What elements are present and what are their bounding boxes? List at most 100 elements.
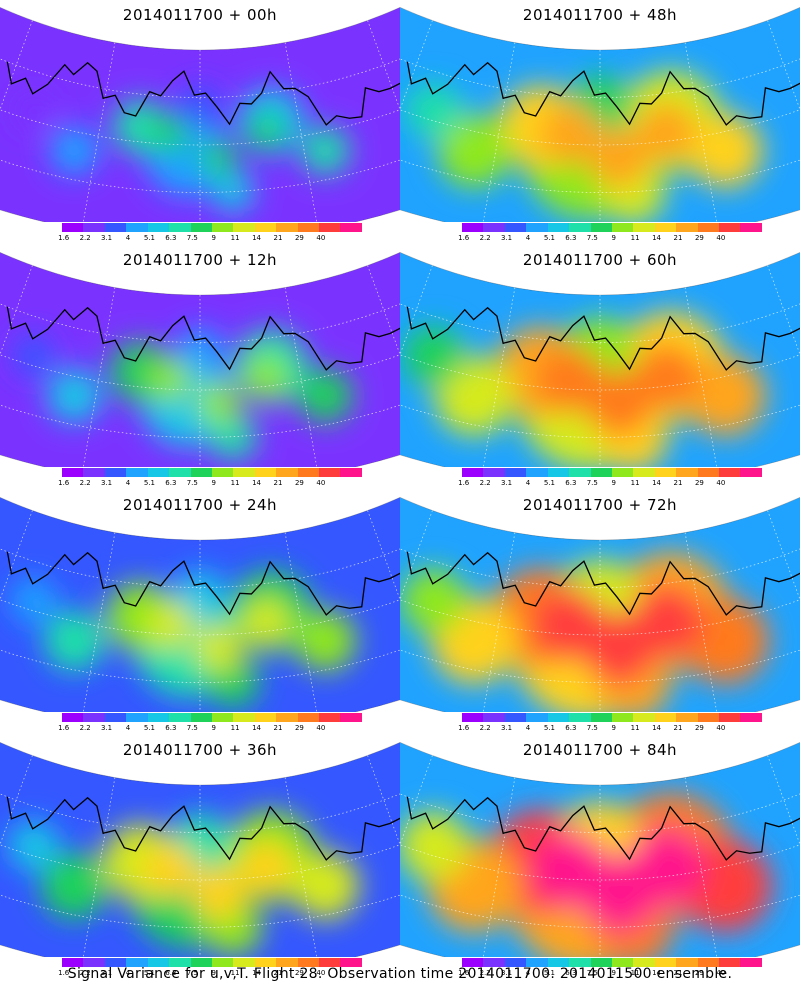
variance-blob bbox=[298, 368, 353, 424]
colorbar-label: 29 bbox=[694, 234, 704, 242]
colorbar-label: 6.3 bbox=[165, 234, 177, 242]
colorbar-label: 21 bbox=[673, 234, 683, 242]
variance-blob bbox=[212, 170, 255, 213]
colorbar-swatch bbox=[504, 958, 527, 967]
colorbar-label: 6.3 bbox=[165, 969, 177, 977]
colorbar-swatch bbox=[676, 713, 698, 722]
colorbar-swatch bbox=[276, 223, 298, 232]
colorbar-label: 5.1 bbox=[543, 969, 555, 977]
colorbar-swatch bbox=[483, 468, 505, 477]
colorbar-label: 1.6 bbox=[58, 724, 70, 732]
colorbar-label: 40 bbox=[716, 234, 726, 242]
colorbar-label: 21 bbox=[273, 724, 283, 732]
colorbar-swatch bbox=[697, 958, 720, 967]
colorbar-label: 4 bbox=[125, 724, 131, 732]
colorbar-label: 4 bbox=[125, 479, 131, 487]
coastline bbox=[406, 306, 800, 371]
colorbar-label: 7.5 bbox=[586, 969, 598, 977]
colorbar-label: 3.1 bbox=[100, 724, 113, 732]
colorbar-label: 14 bbox=[652, 724, 662, 732]
parallel-line bbox=[400, 25, 800, 98]
colorbar-labels: 1.6 2.2 3.1 4 5.1 6.3 7.5 9 11 14 21 29 40 bbox=[458, 479, 762, 491]
colorbar-label: 3.1 bbox=[500, 724, 513, 732]
colorbar-swatch bbox=[211, 713, 234, 722]
map-outline bbox=[400, 6, 800, 222]
variance-blob bbox=[47, 368, 102, 424]
colorbar-label: 9 bbox=[211, 234, 216, 242]
colorbar-label: 29 bbox=[694, 724, 704, 732]
colorbar-label: 3.1 bbox=[100, 234, 113, 242]
variance-core bbox=[239, 839, 294, 894]
colorbar-swatch bbox=[297, 713, 320, 722]
colorbar-swatch bbox=[340, 223, 362, 232]
colorbar-label: 9 bbox=[211, 724, 216, 732]
colorbar-label: 29 bbox=[694, 969, 704, 977]
colorbar-labels: 1.6 2.2 3.1 4 5.1 6.3 7.5 9 11 14 21 29 40 bbox=[58, 234, 362, 246]
colorbar-swatch bbox=[276, 958, 298, 967]
panel-title: 2014011700 + 60h bbox=[522, 251, 678, 269]
variance-core bbox=[539, 104, 600, 165]
colorbar-label: 1.6 bbox=[458, 724, 470, 732]
variance-core bbox=[630, 585, 703, 658]
colorbar-label: 2.2 bbox=[479, 234, 491, 242]
colorbar-label: 1.6 bbox=[458, 234, 470, 242]
colorbar-swatch bbox=[62, 468, 84, 477]
colorbar-label: 14 bbox=[252, 724, 262, 732]
map-panel: 2014011700 + 48h 1.6 2.2 3.1 4 5.1 6.3 7.5 9 11 14… bbox=[400, 0, 800, 245]
colorbar-label: 6.3 bbox=[565, 479, 577, 487]
colorbar: 1.6 2.2 3.1 4 5.1 6.3 7.5 9 11 14 21 29 40 bbox=[58, 958, 362, 982]
colorbar-swatch bbox=[590, 468, 612, 477]
variance-map bbox=[400, 0, 800, 222]
colorbar-swatch bbox=[633, 223, 655, 232]
variance-blob bbox=[209, 412, 257, 461]
colorbar-swatch bbox=[83, 468, 105, 477]
colorbar-label: 29 bbox=[694, 479, 704, 487]
colorbar-label: 3.1 bbox=[100, 969, 113, 977]
colorbar-label: 11 bbox=[230, 479, 240, 487]
colorbar-label: 21 bbox=[673, 479, 683, 487]
variance-blob bbox=[10, 578, 57, 624]
colorbar-swatch bbox=[169, 223, 191, 232]
colorbar-swatch bbox=[211, 468, 234, 477]
colorbar-swatch bbox=[233, 713, 255, 722]
panel-title: 2014011700 + 84h bbox=[522, 741, 678, 759]
colorbar-label: 29 bbox=[294, 724, 304, 732]
colorbar-label: 40 bbox=[716, 479, 726, 487]
variance-blob bbox=[40, 852, 109, 920]
variance-blob bbox=[291, 852, 360, 920]
colorbar-swatch bbox=[547, 468, 570, 477]
variance-blob bbox=[8, 820, 59, 872]
colorbar-swatch bbox=[319, 713, 341, 722]
colorbar-label: 9 bbox=[211, 479, 216, 487]
colorbar-label: 1.6 bbox=[58, 969, 70, 977]
colorbar: 1.6 2.2 3.1 4 5.1 6.3 7.5 9 11 14 21 29 40 bbox=[458, 713, 762, 737]
variance-blob bbox=[15, 92, 52, 129]
colorbar-swatch bbox=[569, 958, 591, 967]
colorbar-swatch bbox=[740, 468, 762, 477]
colorbar-swatch bbox=[62, 958, 84, 967]
coastline bbox=[6, 796, 400, 861]
colorbar-swatch bbox=[297, 223, 320, 232]
colorbar-swatches bbox=[62, 713, 362, 722]
panel-title: 2014011700 + 48h bbox=[522, 6, 678, 24]
variance-blob bbox=[406, 83, 462, 139]
colorbar-label: 14 bbox=[652, 234, 662, 242]
colorbar-label: 11 bbox=[230, 969, 240, 977]
variance-blob bbox=[13, 335, 55, 377]
colorbar: 1.6 2.2 3.1 4 5.1 6.3 7.5 9 11 14 21 29 40 bbox=[458, 958, 762, 982]
colorbar-label: 5.1 bbox=[143, 969, 155, 977]
map-outline bbox=[400, 251, 800, 467]
colorbar-label: 7.5 bbox=[186, 234, 198, 242]
colorbar-label: 21 bbox=[673, 724, 683, 732]
colorbar-labels: 1.6 2.2 3.1 4 5.1 6.3 7.5 9 11 14 21 29 40 bbox=[58, 724, 362, 736]
variance-core bbox=[633, 343, 700, 410]
colorbar-swatch bbox=[319, 223, 341, 232]
colorbar-swatch bbox=[547, 958, 570, 967]
colorbar-label: 40 bbox=[316, 969, 326, 977]
panel-title: 2014011700 + 12h bbox=[122, 251, 278, 269]
colorbar-swatch bbox=[504, 713, 527, 722]
colorbar-label: 7.5 bbox=[186, 969, 198, 977]
colorbar-swatch bbox=[719, 958, 741, 967]
parallel-line bbox=[400, 270, 800, 343]
colorbar-swatch bbox=[147, 468, 170, 477]
